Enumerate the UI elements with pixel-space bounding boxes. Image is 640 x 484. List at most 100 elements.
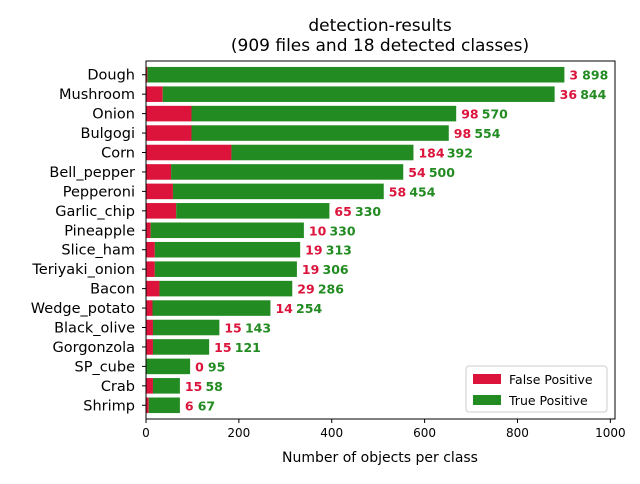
data-label-false-positive: 15 xyxy=(214,340,231,355)
data-label-false-positive: 10 xyxy=(309,223,327,238)
bar-false-positive xyxy=(146,164,172,180)
bar-true-positive xyxy=(154,241,301,258)
data-label-false-positive: 29 xyxy=(297,282,314,297)
bar-false-positive xyxy=(146,125,192,141)
data-label-true-positive: 554 xyxy=(474,126,500,141)
data-label-true-positive: 454 xyxy=(409,184,435,199)
plot-frame xyxy=(145,60,616,420)
bar-true-positive xyxy=(176,203,330,219)
data-label-false-positive: 3 xyxy=(569,68,578,83)
bar-true-positive xyxy=(191,105,457,122)
data-label-false-positive: 14 xyxy=(275,301,293,316)
bar-true-positive xyxy=(191,125,449,141)
category-label: Onion xyxy=(92,107,135,123)
bar-true-positive xyxy=(147,66,565,83)
data-label-true-positive: 67 xyxy=(198,398,215,413)
data-label-false-positive: 98 xyxy=(454,126,471,141)
data-label-false-positive: 6 xyxy=(185,398,194,413)
bar-true-positive xyxy=(152,339,210,355)
data-label-true-positive: 844 xyxy=(580,87,606,102)
category-label: Dough xyxy=(87,68,135,84)
data-label-true-positive: 95 xyxy=(208,359,225,374)
bar-false-positive xyxy=(146,222,151,239)
category-label: Black_olive xyxy=(54,321,135,337)
category-label: Mushroom xyxy=(59,87,135,103)
data-label-true-positive: 392 xyxy=(447,146,473,161)
x-axis-label: Number of objects per class xyxy=(282,450,478,466)
category-label: Crab xyxy=(101,379,135,395)
category-label: Pineapple xyxy=(64,223,135,239)
category-label: Garlic_chip xyxy=(55,204,135,220)
category-label: Gorgonzola xyxy=(53,340,135,356)
data-label-true-positive: 143 xyxy=(245,321,271,336)
bar-true-positive xyxy=(148,397,180,414)
bar-false-positive xyxy=(146,339,153,355)
legend-swatch xyxy=(473,374,501,384)
bar-false-positive xyxy=(146,280,160,297)
data-label-true-positive: 330 xyxy=(355,204,381,219)
data-label-true-positive: 58 xyxy=(205,379,222,394)
bar-false-positive xyxy=(146,183,173,200)
legend-label: False Positive xyxy=(509,372,593,387)
category-label: Wedge_potato xyxy=(31,301,135,317)
bar-true-positive xyxy=(154,261,297,277)
data-label-false-positive: 54 xyxy=(408,165,426,180)
data-label-true-positive: 330 xyxy=(329,223,355,238)
x-tick-label: 600 xyxy=(413,426,436,440)
category-label: Bell_pepper xyxy=(49,165,135,181)
chart-subtitle: (909 files and 18 detected classes) xyxy=(231,36,529,56)
data-label-false-positive: 65 xyxy=(334,204,351,219)
data-label-true-positive: 286 xyxy=(318,282,344,297)
bar-true-positive xyxy=(152,319,220,336)
category-label: Pepperoni xyxy=(63,184,135,200)
data-label-false-positive: 15 xyxy=(224,321,241,336)
bar-true-positive xyxy=(159,280,293,297)
category-label: Slice_ham xyxy=(61,243,135,259)
data-label-false-positive: 19 xyxy=(302,262,319,277)
x-tick-label: 1000 xyxy=(595,426,626,440)
x-tick-label: 200 xyxy=(227,426,250,440)
legend-label: True Positive xyxy=(508,393,588,408)
bar-true-positive xyxy=(231,144,414,161)
x-tick-label: 800 xyxy=(506,426,529,440)
bar-true-positive xyxy=(152,300,271,316)
x-tick-label: 400 xyxy=(320,426,343,440)
bar-false-positive xyxy=(146,378,153,394)
bar-true-positive xyxy=(150,222,304,239)
data-label-true-positive: 306 xyxy=(323,262,349,277)
bar-true-positive xyxy=(171,164,404,180)
data-label-true-positive: 500 xyxy=(429,165,455,180)
category-label: Bacon xyxy=(90,282,135,298)
data-label-true-positive: 313 xyxy=(326,243,352,258)
bar-false-positive xyxy=(146,261,155,277)
data-label-false-positive: 184 xyxy=(418,146,444,161)
category-label: Teriyaki_onion xyxy=(31,262,135,278)
legend-swatch xyxy=(473,395,501,405)
data-label-true-positive: 254 xyxy=(296,301,322,316)
data-label-true-positive: 898 xyxy=(582,68,608,83)
bar-false-positive xyxy=(146,300,153,316)
bar-false-positive xyxy=(146,144,232,161)
bar-false-positive xyxy=(146,319,153,336)
data-label-false-positive: 0 xyxy=(195,359,204,374)
data-label-false-positive: 98 xyxy=(461,107,478,122)
bar-true-positive xyxy=(152,378,180,394)
category-label: Shrimp xyxy=(83,398,135,414)
data-label-true-positive: 570 xyxy=(482,107,508,122)
bar-false-positive xyxy=(146,66,148,83)
data-label-false-positive: 58 xyxy=(389,184,406,199)
legend-box xyxy=(465,365,608,413)
bar-true-positive xyxy=(146,358,191,375)
plot-area: Dough 3 898 Mushroom 36 844 Onion 98 570 Bulgogi 9… xyxy=(31,60,626,440)
data-label-true-positive: 121 xyxy=(235,340,261,355)
bar-false-positive xyxy=(146,203,177,219)
bar-true-positive xyxy=(172,183,384,200)
bar-true-positive xyxy=(162,86,555,102)
data-label-false-positive: 19 xyxy=(305,243,322,258)
bar-false-positive xyxy=(146,105,192,122)
data-label-false-positive: 36 xyxy=(560,87,578,102)
x-tick-label: 0 xyxy=(142,426,150,440)
category-label: SP_cube xyxy=(75,359,136,375)
